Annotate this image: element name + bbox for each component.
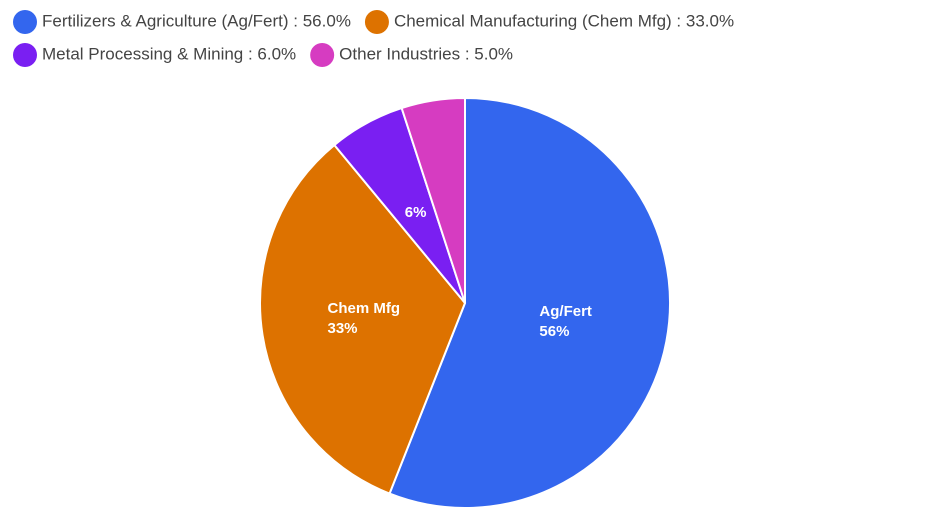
legend-label: Chemical Manufacturing (Chem Mfg) : 33.0… — [394, 11, 734, 30]
pie-slice — [259, 143, 467, 495]
legend-marker — [364, 10, 389, 34]
legend-marker — [13, 10, 37, 34]
legend-marker — [13, 43, 37, 67]
pie-slice — [400, 96, 466, 304]
legend-label: Fertilizers & Agriculture (Ag/Fert) : 56… — [42, 11, 351, 30]
slice-label-name: Ag/Fert — [539, 303, 592, 320]
legend-label: Metal Processing & Mining : 6.0% — [42, 44, 296, 63]
legend-marker — [310, 43, 335, 67]
slice-value-label: 56% — [539, 323, 569, 340]
legend-label: Other Industries : 5.0% — [339, 44, 513, 63]
pie-slice — [388, 96, 671, 509]
slice-value-label: 33% — [328, 320, 358, 337]
slice-label-name: Chem Mfg — [328, 300, 401, 317]
slice-value-label: 6% — [405, 204, 427, 221]
